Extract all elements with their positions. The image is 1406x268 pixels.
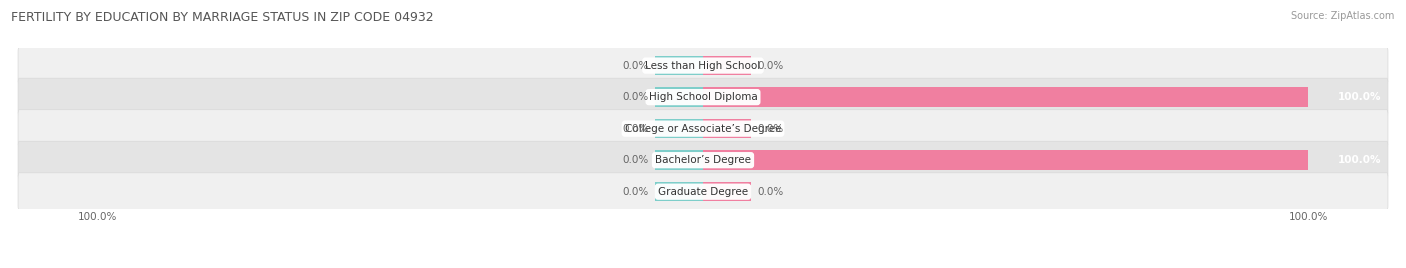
Text: FERTILITY BY EDUCATION BY MARRIAGE STATUS IN ZIP CODE 04932: FERTILITY BY EDUCATION BY MARRIAGE STATU…	[11, 11, 434, 24]
Text: 0.0%: 0.0%	[623, 155, 648, 165]
Bar	[703, 119, 751, 138]
Text: 0.0%: 0.0%	[623, 92, 648, 102]
Text: 0.0%: 0.0%	[758, 124, 783, 134]
FancyBboxPatch shape	[18, 141, 1388, 179]
Text: 0.0%: 0.0%	[623, 61, 648, 70]
Text: High School Diploma: High School Diploma	[648, 92, 758, 102]
FancyBboxPatch shape	[18, 110, 1388, 148]
Bar	[655, 87, 703, 107]
FancyBboxPatch shape	[18, 47, 1388, 84]
Text: Graduate Degree: Graduate Degree	[658, 187, 748, 197]
Bar	[655, 119, 703, 138]
Bar	[655, 182, 703, 202]
Bar	[703, 182, 751, 202]
Bar	[703, 87, 1308, 107]
FancyBboxPatch shape	[18, 173, 1388, 211]
Text: 100.0%: 100.0%	[1337, 92, 1381, 102]
Text: 0.0%: 0.0%	[623, 187, 648, 197]
Bar	[703, 150, 1308, 170]
Text: 0.0%: 0.0%	[758, 187, 783, 197]
Text: 100.0%: 100.0%	[1337, 155, 1381, 165]
Bar	[655, 150, 703, 170]
Text: 0.0%: 0.0%	[623, 124, 648, 134]
Text: 0.0%: 0.0%	[758, 61, 783, 70]
Text: Source: ZipAtlas.com: Source: ZipAtlas.com	[1291, 11, 1395, 21]
Legend: Married, Unmarried: Married, Unmarried	[624, 267, 782, 268]
Text: College or Associate’s Degree: College or Associate’s Degree	[624, 124, 782, 134]
Text: Bachelor’s Degree: Bachelor’s Degree	[655, 155, 751, 165]
Text: Less than High School: Less than High School	[645, 61, 761, 70]
Bar	[703, 56, 751, 75]
Bar	[655, 56, 703, 75]
FancyBboxPatch shape	[18, 78, 1388, 116]
